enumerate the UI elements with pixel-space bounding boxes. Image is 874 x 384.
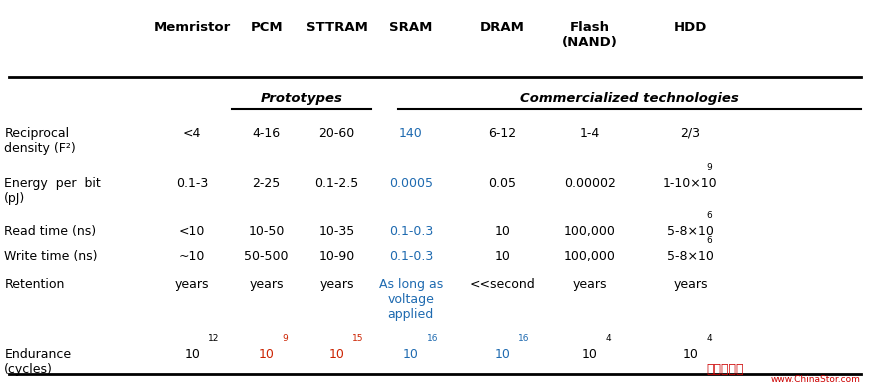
Text: Read time (ns): Read time (ns): [4, 225, 96, 238]
Text: HDD: HDD: [674, 21, 707, 34]
Text: 1-10×10: 1-10×10: [663, 177, 718, 190]
Text: 9: 9: [282, 334, 288, 343]
Text: 0.0005: 0.0005: [389, 177, 433, 190]
Text: years: years: [249, 278, 284, 291]
Text: www.ChinaStor.com: www.ChinaStor.com: [771, 375, 861, 384]
Text: Memristor: Memristor: [154, 21, 231, 34]
Text: 4: 4: [606, 334, 611, 343]
Text: Write time (ns): Write time (ns): [4, 250, 98, 263]
Text: 0.1-0.3: 0.1-0.3: [389, 225, 433, 238]
Text: ~10: ~10: [179, 250, 205, 263]
Text: 0.00002: 0.00002: [564, 177, 616, 190]
Text: 16: 16: [518, 334, 530, 343]
Text: 4-16: 4-16: [253, 127, 281, 140]
Text: Reciprocal
density (F²): Reciprocal density (F²): [4, 127, 76, 155]
Text: 6-12: 6-12: [489, 127, 517, 140]
Text: SRAM: SRAM: [389, 21, 433, 34]
Text: 10-35: 10-35: [318, 225, 355, 238]
Text: 10-90: 10-90: [318, 250, 355, 263]
Text: 100,000: 100,000: [564, 250, 616, 263]
Text: 50-500: 50-500: [245, 250, 288, 263]
Text: 0.1-3: 0.1-3: [177, 177, 208, 190]
Text: 20-60: 20-60: [318, 127, 355, 140]
Text: Flash
(NAND): Flash (NAND): [562, 21, 618, 49]
Text: 10: 10: [259, 348, 274, 361]
Text: 10: 10: [683, 348, 698, 361]
Text: 10: 10: [403, 348, 419, 361]
Text: 140: 140: [399, 127, 423, 140]
Text: DRAM: DRAM: [480, 21, 525, 34]
Text: <4: <4: [183, 127, 202, 140]
Text: Commercialized technologies: Commercialized technologies: [520, 92, 739, 105]
Text: 5-8×10: 5-8×10: [667, 225, 714, 238]
Text: As long as
voltage
applied: As long as voltage applied: [378, 278, 443, 321]
Text: STTRAM: STTRAM: [306, 21, 367, 34]
Text: 0.1-2.5: 0.1-2.5: [315, 177, 358, 190]
Text: Energy  per  bit
(pJ): Energy per bit (pJ): [4, 177, 101, 205]
Text: 10: 10: [495, 348, 510, 361]
Text: <<second: <<second: [469, 278, 536, 291]
Text: 2/3: 2/3: [681, 127, 700, 140]
Text: Prototypes: Prototypes: [260, 92, 343, 105]
Text: 5-8×10: 5-8×10: [667, 250, 714, 263]
Text: years: years: [319, 278, 354, 291]
Text: years: years: [572, 278, 607, 291]
Text: 9: 9: [706, 163, 712, 172]
Text: 4: 4: [706, 334, 711, 343]
Text: 12: 12: [208, 334, 219, 343]
Text: 10-50: 10-50: [248, 225, 285, 238]
Text: 10: 10: [495, 225, 510, 238]
Text: 1-4: 1-4: [579, 127, 600, 140]
Text: 100,000: 100,000: [564, 225, 616, 238]
Text: 10: 10: [495, 250, 510, 263]
Text: 15: 15: [352, 334, 364, 343]
Text: PCM: PCM: [250, 21, 283, 34]
Text: 16: 16: [427, 334, 438, 343]
Text: years: years: [175, 278, 210, 291]
Text: <10: <10: [179, 225, 205, 238]
Text: 10: 10: [582, 348, 598, 361]
Text: 10: 10: [329, 348, 344, 361]
Text: 6: 6: [706, 211, 712, 220]
Text: Retention: Retention: [4, 278, 65, 291]
Text: years: years: [673, 278, 708, 291]
Text: 2-25: 2-25: [253, 177, 281, 190]
Text: 0.1-0.3: 0.1-0.3: [389, 250, 433, 263]
Text: 10: 10: [184, 348, 200, 361]
Text: Endurance
(cycles): Endurance (cycles): [4, 348, 72, 376]
Text: 0.05: 0.05: [489, 177, 517, 190]
Text: 6: 6: [706, 236, 712, 245]
Text: 中国存储网: 中国存储网: [707, 363, 744, 376]
